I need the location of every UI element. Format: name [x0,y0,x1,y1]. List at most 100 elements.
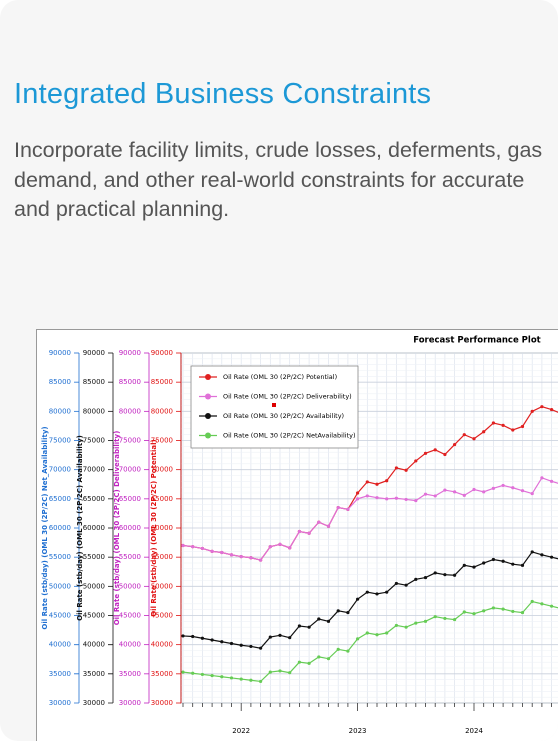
data-point [511,486,515,490]
legend-label: Oil Rate (OML 30 (2P/2C) NetAvailability… [223,432,355,440]
data-point [482,490,486,494]
data-point [482,430,486,434]
data-point [356,491,360,495]
data-point [433,615,437,619]
y-tick-label: 90000 [49,349,71,357]
y-tick-label: 55000 [83,553,105,561]
data-point [317,655,321,659]
data-point [482,609,486,613]
y-tick-label: 90000 [151,349,173,357]
data-point [414,621,418,625]
y-tick-label: 45000 [83,612,105,620]
data-point [210,549,214,553]
y-tick-label: 85000 [119,378,141,386]
data-point [550,604,554,608]
legend-swatch-dot [205,393,211,400]
y-tick-label: 45000 [119,612,141,620]
data-point [268,545,272,549]
y-tick-label: 65000 [151,495,173,503]
data-point [278,542,282,546]
data-point [278,669,282,673]
data-point [453,490,457,494]
data-point [259,646,263,650]
data-point [239,677,243,681]
y-tick-label: 85000 [83,378,105,386]
legend-swatch-dot [205,432,211,439]
data-point [511,562,515,566]
data-point [307,625,311,629]
data-point [472,437,476,441]
data-point [530,599,534,604]
data-point [336,609,340,613]
y-tick-label: 80000 [83,407,105,415]
data-point [200,636,204,640]
data-point [375,633,379,637]
data-point [259,558,263,562]
y-tick-label: 45000 [49,612,71,620]
data-point [375,592,379,596]
data-point [181,670,185,674]
data-point [200,546,204,551]
series-line [182,600,558,683]
data-point [356,597,360,601]
data-point [540,553,544,557]
data-point [375,496,379,500]
data-point [181,543,185,548]
legend-marker [272,403,276,407]
legend-label: Oil Rate (OML 30 (2P/2C) Potential) [223,373,337,381]
y-tick-label: 65000 [49,495,71,503]
data-point [365,631,369,635]
y-tick-label: 45000 [151,612,173,620]
data-point [462,610,466,614]
data-point [520,563,525,567]
data-point [404,583,408,587]
data-point [520,610,525,615]
data-point [200,672,204,677]
data-point [210,673,214,678]
data-point [239,554,243,559]
data-point [414,459,418,463]
data-point [307,661,311,665]
data-point [229,553,234,557]
data-point [491,557,495,562]
data-point [540,405,544,409]
data-point [346,610,350,615]
data-point [433,571,437,575]
y-tick-label: 40000 [119,641,141,649]
data-point [288,636,292,640]
y-axis-title: Oil Rate (stb/day) (OML 30 (2P/2C) Net_A… [41,426,49,629]
data-point [385,590,389,594]
data-point [297,529,301,534]
y-tick-label: 85000 [49,378,71,386]
data-point [249,556,253,560]
y-tick-label: 80000 [151,407,173,415]
data-point [191,545,195,549]
data-point [404,497,408,502]
data-point [220,675,224,679]
y-tick-label: 50000 [119,582,141,590]
data-point [453,617,457,622]
data-point [394,581,398,586]
data-point [472,612,476,616]
series-line [182,477,558,561]
data-point [229,641,234,646]
data-point [239,643,243,647]
y-tick-label: 90000 [119,349,141,357]
data-point [288,546,292,550]
data-point [288,671,292,675]
y-axis-title: Oil Rate (stb/day) (OML 30 (2P/2C) Poten… [150,439,158,617]
data-point [220,550,224,555]
y-tick-label: 65000 [83,495,105,503]
data-point [482,561,486,565]
data-point [326,657,331,661]
y-tick-label: 60000 [119,524,141,532]
series-line [182,551,558,649]
data-point [453,573,457,577]
x-tick-label: 2022 [232,727,250,735]
data-point [433,448,437,452]
data-point [191,671,195,675]
data-point [404,468,408,472]
card-title: Integrated Business Constraints [14,78,432,110]
y-tick-label: 70000 [151,466,173,474]
y-tick-label: 35000 [83,670,105,678]
